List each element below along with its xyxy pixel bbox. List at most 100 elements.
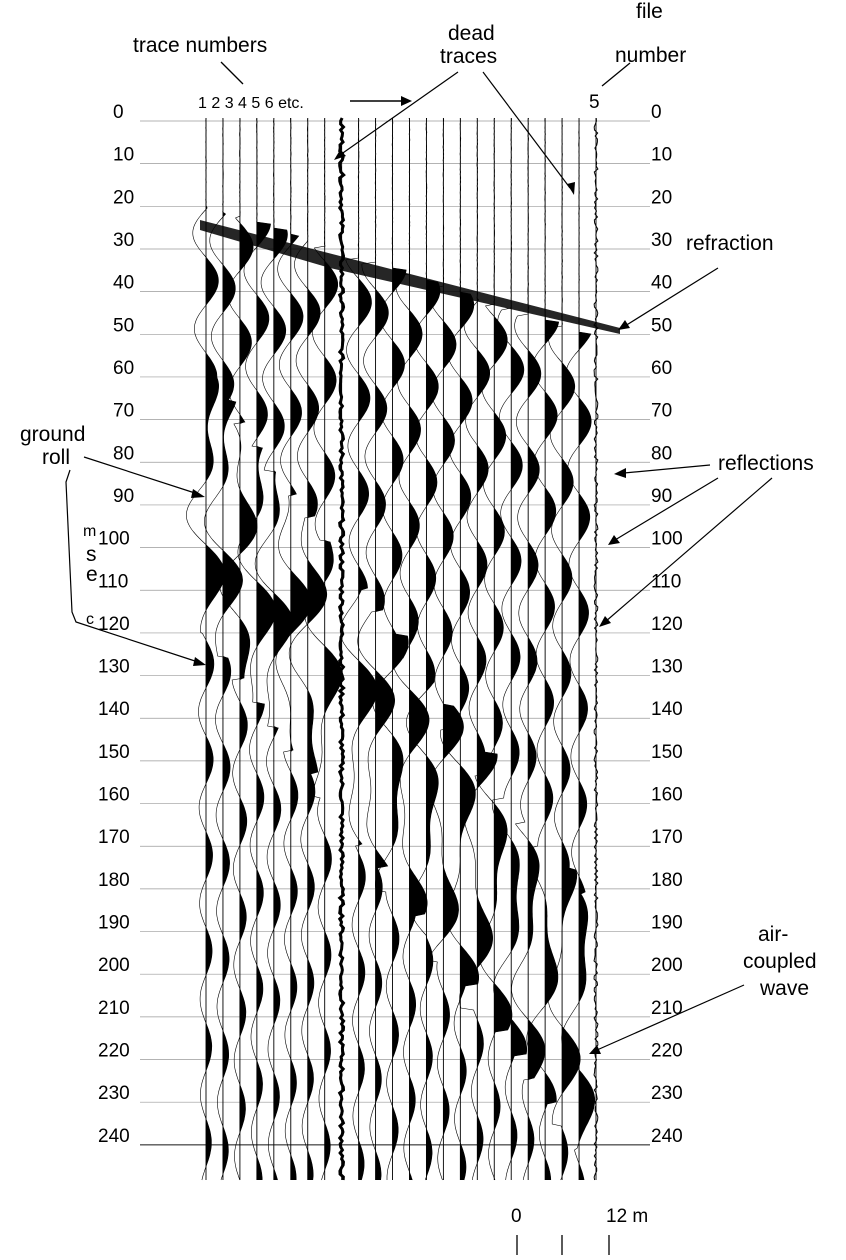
trace-fill [511,118,527,1180]
left-time-tick-label: 170 [98,827,130,848]
right-time-tick-label: 40 [651,273,672,294]
trace-wiggle [203,117,243,1181]
trace-wiggle [186,117,226,1181]
left-time-tick-label: 190 [98,913,130,934]
trace-fill [290,118,312,1180]
left-time-tick-label: 20 [113,187,134,208]
left-time-tick-label: 160 [98,785,130,806]
trace-wiggle [237,117,277,1180]
reflections-arrowhead-3 [599,616,611,627]
right-time-tick-label: 240 [651,1126,683,1147]
trace-list-label: 1 2 3 4 5 6 etc. [198,95,304,112]
trace-fill [494,118,512,1180]
right-time-tick-label: 210 [651,998,683,1019]
trace-fill [579,118,595,1180]
trace-wiggle [526,117,560,1181]
trace-numbers-label: trace numbers [133,34,267,57]
left-time-tick-label: 240 [98,1126,130,1147]
dead-trace [337,117,346,1181]
trace-fill [358,118,378,1180]
right-time-tick-label: 30 [651,230,672,251]
unit-letter-s: s [86,543,97,566]
trace-numbers-leader [220,61,244,85]
right-time-tick-label: 160 [651,785,683,806]
trace-wiggle [406,117,441,1181]
right-time-tick-label: 20 [651,187,672,208]
left-time-tick-label: 110 [98,571,128,592]
left-time-tick-label: 60 [113,358,134,379]
scale-bar-end-label: 12 m [606,1206,648,1227]
reflections-leader-1 [623,464,711,474]
left-time-tick-label: 150 [98,742,130,763]
left-time-tick-label: 230 [98,1083,130,1104]
reflections-leader-3 [604,477,773,623]
reflections-arrowhead-1 [614,468,626,478]
trace-wiggle [288,117,328,1181]
dead-traces-label-line2: traces [440,45,497,68]
trace-wiggle [491,117,528,1181]
right-time-tick-label: 220 [651,1041,683,1062]
trace-fill [528,118,546,1180]
right-time-tick-label: 190 [651,913,683,934]
right-time-tick-label: 70 [651,401,672,422]
trace-fill [324,118,342,1180]
refraction-first-arrivals [200,220,620,334]
left-time-tick-label: 40 [113,273,134,294]
refraction-label: refraction [686,232,774,255]
left-time-tick-label: 30 [113,230,134,251]
trace-wiggle [275,117,312,1180]
trace-wiggle [547,117,581,1181]
air-coupled-label-line1: air- [758,923,788,946]
left-time-tick-label: 90 [113,486,134,507]
right-time-axis: 0 10 20 30 40 50 60 70 80 90 100 110 120 130 140 150 160… [651,102,683,1147]
trace-wiggle [561,118,596,1181]
right-time-tick-label: 10 [651,145,672,166]
right-time-tick-label: 80 [651,443,672,464]
unit-letter-c: c [86,611,94,628]
left-time-tick-label: 100 [98,529,130,550]
trace-fill [222,118,243,1180]
reflections-label: reflections [718,452,814,475]
right-time-tick-label: 170 [651,827,683,848]
refraction-arrowhead [618,320,630,330]
trace-wiggle [427,117,464,1181]
air-coupled-leader [596,984,745,1051]
reflections-arrowhead-2 [608,535,620,545]
left-time-tick-label: 220 [98,1041,130,1062]
ground-roll-arrowhead-2 [193,657,206,666]
file-number-label-line1: file [636,0,663,23]
dead-traces-arrowhead-right [567,182,575,195]
dead-traces-label-line1: dead [448,22,495,45]
left-time-axis: 0 10 20 30 40 50 60 70 80 90 100 110 120 130 140 150 160… [98,102,134,1147]
air-coupled-label-line3: wave [759,977,809,1000]
trace-fill [545,118,559,1180]
trace-fill [392,118,409,1180]
right-time-tick-label: 50 [651,315,672,336]
right-time-tick-label: 0 [651,102,662,123]
file-number-value: 5 [589,92,600,113]
right-time-tick-label: 120 [651,614,683,635]
ground-roll-label-line2: roll [42,446,70,469]
air-coupled-arrowhead [589,1045,601,1054]
trace-fill [375,118,395,1180]
left-time-tick-label: 50 [113,315,134,336]
trace-fill [206,118,225,1180]
scale-bar-start-label: 0 [511,1206,522,1227]
trace-wiggle [474,117,513,1181]
right-time-tick-label: 60 [651,358,672,379]
unit-letter-e: e [86,563,98,586]
trace-fill [460,118,479,1180]
left-time-tick-label: 10 [113,145,134,166]
left-time-tick-label: 70 [113,401,134,422]
right-time-tick-label: 180 [651,870,683,891]
unit-letter-m: m [83,523,96,540]
trace-wiggle [219,117,258,1181]
right-time-tick-label: 90 [651,486,672,507]
trace-direction-arrowhead [401,96,412,106]
trace-wiggle [254,117,294,1181]
reflections-leader-2 [614,477,719,541]
ground-roll-leader-1 [83,456,199,495]
trace-wiggle [339,117,378,1181]
right-time-tick-label: 150 [651,742,683,763]
